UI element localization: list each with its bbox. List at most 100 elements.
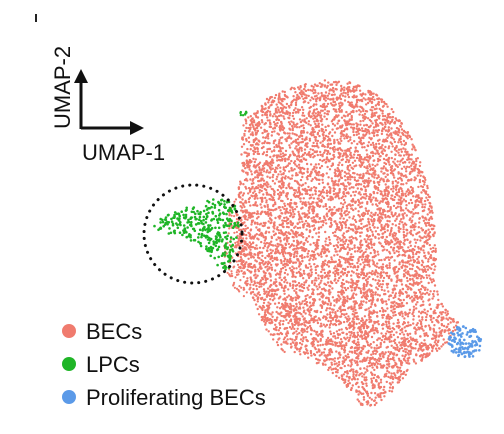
bec-point (418, 217, 421, 220)
bec-point (270, 150, 274, 153)
bec-point (330, 363, 334, 366)
bec-point (346, 297, 349, 300)
bec-point (428, 237, 431, 241)
bec-point (286, 296, 289, 299)
bec-point (269, 298, 272, 301)
bec-point (378, 107, 381, 111)
bec-point (401, 354, 404, 357)
bec-point (297, 150, 300, 153)
bec-point (280, 286, 284, 289)
bec-point (265, 290, 268, 293)
bec-point (394, 341, 397, 345)
bec-point (302, 124, 305, 127)
bec-point (268, 217, 272, 220)
bec-point (253, 235, 256, 239)
bec-point (445, 325, 449, 328)
bec-point (316, 252, 319, 255)
bec-point (293, 350, 296, 354)
bec-point (449, 321, 452, 324)
bec-point (247, 186, 251, 190)
bec-point (376, 293, 379, 296)
bec-point (414, 177, 417, 180)
bec-point (421, 259, 424, 262)
bec-point (265, 97, 269, 101)
bec-point (356, 179, 360, 182)
bec-point (428, 298, 431, 301)
bec-point (339, 239, 342, 242)
bec-point (303, 242, 306, 245)
bec-point (350, 270, 354, 273)
bec-point (368, 118, 372, 122)
bec-point (421, 205, 424, 209)
bec-point (250, 221, 254, 224)
bec-point (447, 332, 451, 335)
bec-point (302, 277, 305, 280)
bec-point (369, 305, 372, 309)
bec-point (331, 371, 334, 375)
bec-point (359, 183, 363, 186)
bec-point (375, 185, 378, 189)
bec-point (345, 172, 348, 175)
bec-point (296, 333, 299, 336)
bec-point (360, 143, 364, 146)
bec-point (331, 311, 334, 314)
bec-point (269, 302, 272, 306)
bec-point (373, 273, 377, 276)
bec-point (353, 351, 357, 355)
bec-point (320, 85, 323, 88)
bec-point (364, 274, 368, 278)
bec-point (314, 186, 318, 190)
bec-point (422, 244, 426, 247)
bec-point (315, 103, 318, 106)
bec-point (432, 234, 435, 238)
bec-point (286, 314, 290, 317)
bec-point (355, 322, 358, 326)
bec-point (315, 173, 318, 176)
bec-point (288, 267, 292, 270)
bec-point (435, 349, 439, 352)
bec-point (339, 310, 342, 313)
bec-point (276, 306, 279, 309)
bec-point (391, 223, 394, 226)
bec-point (256, 176, 259, 179)
bec-point (317, 274, 320, 277)
bec-point (380, 288, 384, 291)
bec-point (348, 382, 351, 385)
bec-point (321, 329, 324, 332)
bec-point (312, 228, 316, 231)
bec-point (391, 291, 394, 294)
bec-point (397, 240, 400, 244)
bec-point (426, 310, 429, 313)
bec-point (397, 378, 400, 381)
bec-point (318, 111, 322, 115)
bec-point (264, 266, 267, 269)
bec-point (266, 277, 269, 281)
bec-point (265, 230, 268, 233)
bec-point (425, 332, 428, 335)
bec-point (355, 89, 358, 92)
bec-point (276, 343, 280, 347)
bec-point (272, 230, 275, 233)
bec-point (275, 103, 278, 106)
bec-point (399, 140, 403, 144)
bec-point (373, 170, 377, 173)
bec-point (317, 283, 321, 286)
bec-point (254, 193, 258, 196)
bec-point (365, 194, 368, 198)
bec-point (374, 187, 378, 190)
bec-point (298, 226, 302, 229)
bec-point (340, 375, 344, 378)
bec-point (409, 185, 413, 189)
bec-point (324, 96, 328, 99)
bec-point (326, 336, 330, 340)
bec-point (260, 267, 263, 270)
bec-point (270, 268, 274, 271)
bec-point (327, 265, 331, 268)
bec-point (304, 295, 307, 298)
bec-point (324, 259, 327, 262)
bec-point (414, 199, 417, 203)
bec-point (285, 216, 288, 219)
bec-point (291, 286, 294, 290)
bec-point (256, 147, 259, 151)
bec-point (377, 237, 380, 240)
